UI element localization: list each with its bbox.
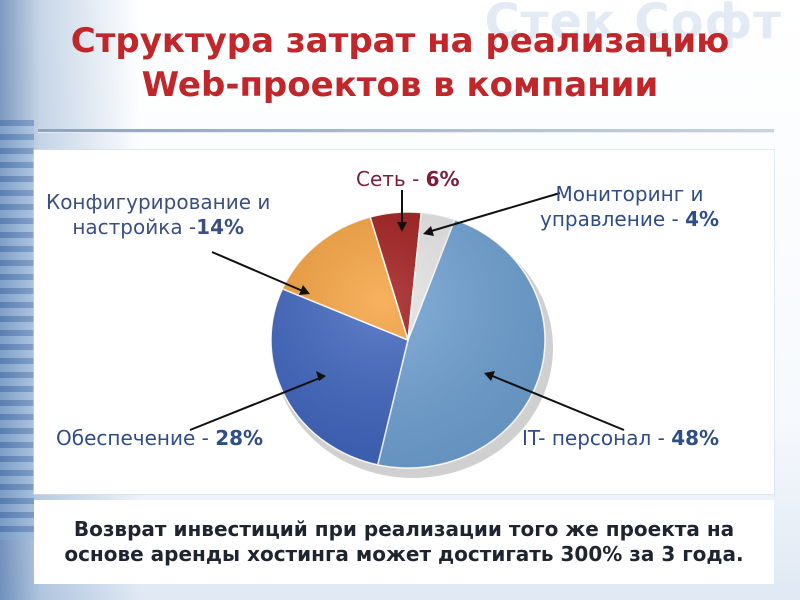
slice-label-configuration: Конфигурирование и настройка -14% — [46, 190, 270, 240]
slice-label-config-pct: 14% — [196, 215, 245, 239]
leader-arrow-config — [299, 285, 310, 295]
footnote-line-2: основе аренды хостинга может достигать 3… — [64, 542, 744, 566]
title-line-1: Структура затрат на реализацию — [70, 21, 730, 61]
slice-label-it-staff: IT- персонал - 48% — [522, 426, 719, 451]
footnote-line-1: Возврат инвестиций при реализации того ж… — [73, 517, 735, 541]
slice-label-security-text: Обеспечение - — [56, 426, 216, 450]
brand-watermark: Стек Софт — [484, 0, 782, 50]
slice-label-net-text: Сеть - — [356, 167, 426, 191]
leader-line-it — [489, 374, 625, 431]
slice-label-config-line1: Конфигурирование и — [46, 190, 271, 214]
leader-arrow-monitoring — [423, 226, 434, 236]
leader-line-security — [189, 377, 321, 431]
slice-label-it-pct: 48% — [671, 426, 720, 450]
leader-arrow-it — [484, 371, 495, 381]
decorative-left-strip — [0, 120, 34, 540]
slice-label-net-pct: 6% — [425, 167, 460, 191]
leader-line-config — [211, 251, 306, 293]
slice-label-net: Сеть - 6% — [356, 167, 460, 192]
slice-label-config-line2: настройка - — [72, 215, 197, 239]
slice-label-security-pct: 28% — [215, 426, 264, 450]
leader-line-monitoring — [427, 192, 561, 233]
title-divider — [38, 129, 774, 133]
slice-label-monitoring-line2: управление - — [540, 207, 686, 231]
leader-arrow-security — [316, 371, 326, 381]
title-line-2: Web-проектов в компании — [141, 64, 659, 105]
slice-label-security: Обеспечение - 28% — [56, 426, 263, 451]
slice-label-it-text: IT- персонал - — [522, 426, 672, 450]
slice-label-monitoring: Мониторинг и управление - 4% — [540, 182, 719, 232]
slide-title: Структура затрат на реализацию Web-проек… — [30, 20, 770, 107]
leader-arrow-net — [397, 222, 407, 232]
roi-footnote: Возврат инвестиций при реализации того ж… — [34, 500, 774, 584]
pie-shading — [271, 212, 545, 468]
slice-label-monitoring-pct: 4% — [685, 207, 720, 231]
slice-label-monitoring-line1: Мониторинг и — [555, 182, 704, 206]
